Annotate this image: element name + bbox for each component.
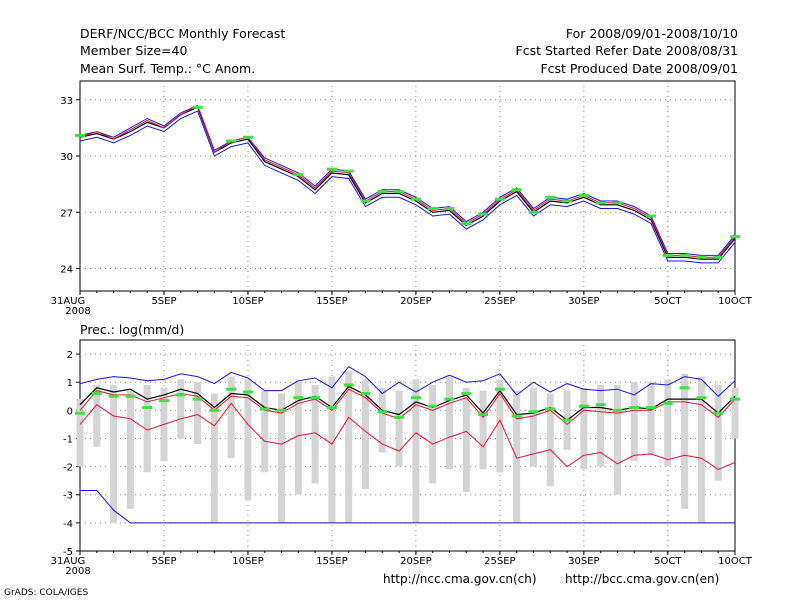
range-bar [647, 382, 655, 456]
x-tick-label: 25SEP [484, 296, 515, 307]
range-bar [278, 393, 286, 523]
range-bar [496, 379, 504, 473]
range-bar [697, 376, 705, 523]
series-line-ensemble-mean [79, 106, 736, 260]
range-bar [731, 387, 739, 439]
x-tick-label: 10OCT [718, 296, 753, 307]
range-bar [311, 385, 319, 484]
forecast-period: For 2008/09/01-2008/10/10 [565, 26, 738, 41]
precipitation-panel: -5 -4 -3 -2 -1 0 1 2 31AUG 5SEP 10SEP 15SEP 20SEP 25S… [51, 339, 753, 577]
y-tick-label: -5 [63, 547, 73, 558]
y-tick-label: -4 [63, 519, 73, 530]
refer-date: Fcst Started Refer Date 2008/08/31 [515, 43, 739, 58]
x-tick-label: 5SEP [151, 296, 176, 307]
y-tick-label: 1 [67, 378, 73, 389]
range-bar [630, 382, 638, 461]
series-line-upper-member [79, 104, 736, 256]
range-bar [210, 393, 218, 523]
range-bar [362, 379, 370, 490]
x-tick-label: 30SEP [568, 296, 599, 307]
member-size-label: Member Size=40 [80, 43, 188, 58]
series-line-member-spread-red [79, 104, 736, 258]
range-bar [714, 385, 722, 481]
y-tick-label: 33 [60, 96, 73, 107]
x-tick-label: 15SEP [316, 556, 347, 567]
x-tick-label: 10SEP [232, 296, 263, 307]
y-tick-label: 24 [60, 265, 73, 276]
range-bar [546, 393, 554, 487]
x-tick-label: 31AUG [51, 296, 86, 307]
x-tick-label: 15SEP [316, 296, 347, 307]
x-tick-label: 5SEP [151, 556, 176, 567]
range-bar [227, 376, 235, 459]
y-tick-label: 30 [60, 152, 73, 163]
range-bar [479, 390, 487, 470]
x-tick-label: 31AUG [51, 556, 86, 567]
x-tick-label: 5OCT [654, 556, 682, 567]
ncc-link[interactable]: http://ncc.cma.gov.cn(ch) [383, 572, 537, 586]
series-line-lower-member [79, 110, 736, 264]
series-line-lower-red [79, 402, 736, 470]
range-bar [395, 390, 403, 467]
grads-credit: GrADS: COLA/IGES [4, 588, 89, 598]
range-bar [194, 382, 202, 445]
range-bar [261, 390, 269, 473]
x-tick-label: 30SEP [568, 556, 599, 567]
range-bar [445, 376, 453, 470]
range-bar [529, 387, 537, 467]
x-tick-label: 10SEP [232, 556, 263, 567]
range-bar [177, 379, 185, 439]
x-tick-label: 10OCT [718, 556, 753, 567]
y-tick-label: -1 [63, 434, 73, 445]
x-tick-label: 5OCT [654, 296, 682, 307]
range-bar [613, 385, 621, 495]
series-line-max [79, 366, 736, 397]
range-bar [412, 379, 420, 523]
range-bar [462, 387, 470, 492]
range-bar [580, 387, 588, 470]
temperature-panel: 24 27 30 33 31AUG 5SEP 10SEP 15SEP 20SEP 25SEP 30S… [51, 80, 753, 317]
range-bar [681, 373, 689, 509]
x-tick-label: 20SEP [400, 296, 431, 307]
range-bar [294, 382, 302, 495]
range-bar [328, 376, 336, 523]
series-line-upper-red [79, 388, 736, 426]
produced-date: Fcst Produced Date 2008/09/01 [540, 61, 738, 76]
range-bar [664, 379, 672, 467]
x-tick-label: 25SEP [484, 556, 515, 567]
range-bar [378, 387, 386, 453]
series-line-min [80, 490, 735, 524]
y-tick-label: 27 [60, 208, 73, 219]
plot-frame [79, 80, 736, 292]
x-year-label: 2008 [65, 566, 90, 577]
range-bar [76, 399, 84, 467]
range-bar [345, 370, 353, 523]
y-tick-label: 0 [67, 406, 73, 417]
y-tick-label: -2 [63, 463, 73, 474]
series-line-ensemble-mean [79, 385, 736, 421]
range-bar [597, 385, 605, 467]
chart-title: DERF/NCC/BCC Monthly Forecast [80, 26, 286, 41]
y-tick-label: 2 [67, 350, 73, 361]
range-bar [93, 385, 101, 447]
x-tick-label: 20SEP [400, 556, 431, 567]
bcc-link[interactable]: http://bcc.cma.gov.cn(en) [565, 572, 720, 586]
range-bar [429, 385, 437, 484]
range-bar [110, 385, 118, 523]
range-bar [244, 379, 252, 501]
y-tick-label: -3 [63, 491, 73, 502]
x-year-label: 2008 [65, 306, 90, 317]
range-bar [513, 390, 521, 523]
variable-label: Mean Surf. Temp.: °C Anom. [80, 61, 256, 76]
precip-panel-title: Prec.: log(mm/d) [80, 322, 184, 337]
range-bar [143, 385, 151, 473]
range-bar [126, 390, 134, 509]
